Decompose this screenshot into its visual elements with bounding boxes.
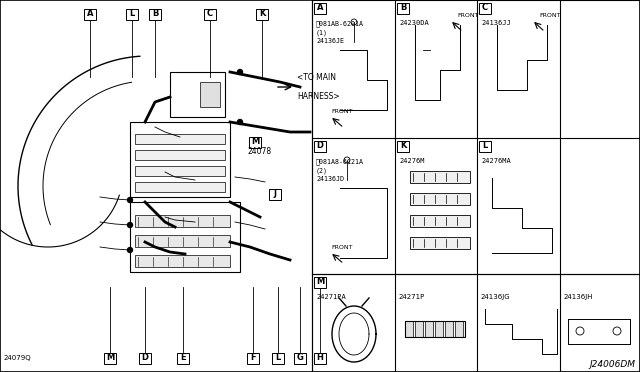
Text: C: C [482, 3, 488, 13]
Bar [177, 353, 189, 363]
Text: B: B [152, 10, 158, 19]
Text: L: L [129, 10, 134, 19]
Bar [149, 9, 161, 19]
Bar [455, 321, 463, 337]
Text: H: H [317, 353, 323, 362]
Bar [204, 9, 216, 19]
Text: M: M [106, 353, 114, 362]
Text: (1): (1) [316, 29, 328, 35]
Bar [104, 353, 116, 363]
Text: 24276MA: 24276MA [481, 158, 511, 164]
Bar [415, 321, 423, 337]
Bar [397, 141, 409, 151]
Text: 24079Q: 24079Q [4, 355, 31, 361]
Bar [410, 171, 470, 183]
Text: FRONT: FRONT [457, 13, 479, 18]
Text: 24136JG: 24136JG [481, 294, 511, 300]
Bar [397, 3, 409, 13]
Bar [200, 82, 220, 107]
Text: (2): (2) [316, 167, 328, 173]
Bar [135, 166, 225, 176]
Bar [445, 321, 453, 337]
Text: 24078: 24078 [248, 148, 272, 157]
Text: G: G [296, 353, 303, 362]
Text: HARNESS>: HARNESS> [297, 92, 340, 101]
Bar [126, 9, 138, 19]
Circle shape [127, 247, 132, 253]
Text: M: M [316, 278, 324, 286]
Bar [135, 134, 225, 144]
Text: 24230DA: 24230DA [399, 20, 429, 26]
Bar [247, 353, 259, 363]
Text: 24136JH: 24136JH [564, 294, 593, 300]
Bar [269, 189, 281, 199]
Text: 24276M: 24276M [399, 158, 424, 164]
Bar [410, 237, 470, 249]
Circle shape [237, 119, 243, 125]
Text: FRONT: FRONT [331, 109, 353, 114]
Bar [84, 9, 96, 19]
Text: 24136JE: 24136JE [316, 38, 344, 44]
Bar [256, 9, 268, 19]
Bar [170, 72, 225, 117]
Bar [135, 215, 230, 227]
Circle shape [237, 70, 243, 74]
Text: K: K [259, 10, 265, 19]
Text: K: K [400, 141, 406, 151]
Text: L: L [275, 353, 280, 362]
Text: <TO MAIN: <TO MAIN [297, 73, 336, 82]
Text: 24271P: 24271P [399, 294, 425, 300]
Text: Ⓑ081AB-6201A: Ⓑ081AB-6201A [316, 20, 364, 27]
Text: FRONT: FRONT [539, 13, 561, 18]
Text: Ⓑ081A8-6121A: Ⓑ081A8-6121A [316, 158, 364, 164]
Text: FRONT: FRONT [331, 245, 353, 250]
Bar [405, 321, 465, 337]
Bar [405, 321, 413, 337]
Text: E: E [180, 353, 186, 362]
Text: C: C [207, 10, 213, 19]
Bar [314, 141, 326, 151]
Text: M: M [251, 138, 259, 147]
Bar [272, 353, 284, 363]
Bar [139, 353, 151, 363]
Bar [135, 235, 230, 247]
Text: A: A [87, 10, 93, 19]
Text: 24136JJ: 24136JJ [481, 20, 511, 26]
Text: D: D [317, 141, 323, 151]
Bar [410, 193, 470, 205]
Text: A: A [317, 3, 323, 13]
Circle shape [127, 222, 132, 228]
Circle shape [127, 198, 132, 202]
Bar [314, 353, 326, 363]
Bar [314, 3, 326, 13]
Bar [249, 137, 261, 148]
Bar [130, 202, 240, 272]
Text: F: F [250, 353, 256, 362]
Bar [425, 321, 433, 337]
Bar [135, 150, 225, 160]
Text: J24006DM: J24006DM [589, 360, 635, 369]
Bar [294, 353, 306, 363]
Text: 24136JD: 24136JD [316, 176, 344, 182]
Text: L: L [483, 141, 488, 151]
Bar [314, 276, 326, 288]
Bar [479, 141, 491, 151]
Bar [135, 182, 225, 192]
Bar [130, 122, 230, 197]
Bar [435, 321, 443, 337]
Text: B: B [400, 3, 406, 13]
Bar [479, 3, 491, 13]
Text: D: D [141, 353, 148, 362]
Text: 24271PA: 24271PA [316, 294, 346, 300]
Text: J: J [273, 189, 276, 199]
Bar [135, 255, 230, 267]
Bar [410, 215, 470, 227]
